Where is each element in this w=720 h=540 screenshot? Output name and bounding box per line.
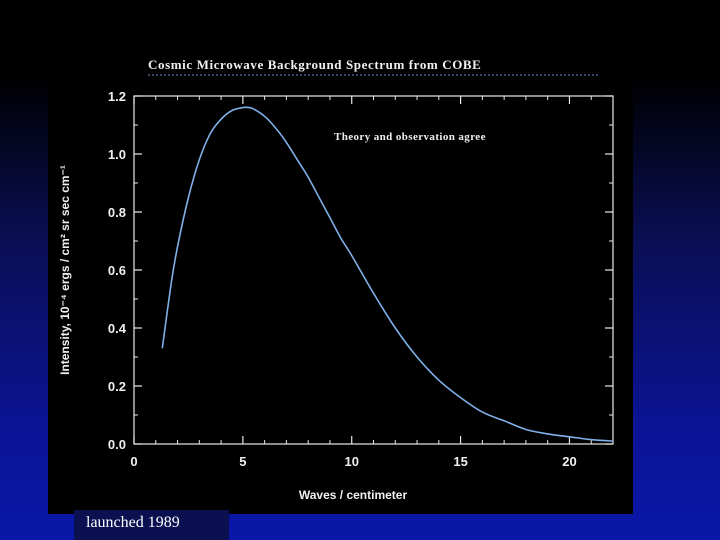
chart-title: Cosmic Microwave Background Spectrum fro… (148, 57, 481, 72)
y-tick-label: 0.6 (108, 263, 126, 278)
spectrum-curve (161, 106, 614, 442)
x-tick-label: 15 (453, 454, 467, 469)
x-tick-label: 5 (239, 454, 246, 469)
x-tick-label: 0 (130, 454, 137, 469)
tick-marks (133, 95, 614, 445)
y-tick-label: 0.8 (108, 205, 126, 220)
y-axis-label: Intensity, 10⁻⁴ ergs / cm² sr sec cm⁻¹ (58, 165, 72, 375)
chart-figure: Cosmic Microwave Background Spectrum fro… (48, 38, 633, 514)
chart-svg: Cosmic Microwave Background Spectrum fro… (58, 57, 614, 502)
y-tick-label: 0.2 (108, 379, 126, 394)
y-tick-label: 1.0 (108, 147, 126, 162)
tick-labels: 0 5 10 15 20 0.0 0.2 0.4 0.6 0.8 1.0 1.2 (108, 89, 577, 469)
x-tick-label: 10 (344, 454, 358, 469)
chart-annotation: Theory and observation agree (334, 131, 486, 143)
plot-frame (133, 95, 614, 445)
y-tick-label: 0.4 (108, 321, 127, 336)
y-tick-label: 1.2 (108, 89, 126, 104)
slide-caption: launched 1989 (74, 510, 229, 540)
x-axis-label: Waves / centimeter (299, 488, 408, 502)
y-tick-label: 0.0 (108, 437, 126, 452)
x-tick-label: 20 (562, 454, 576, 469)
